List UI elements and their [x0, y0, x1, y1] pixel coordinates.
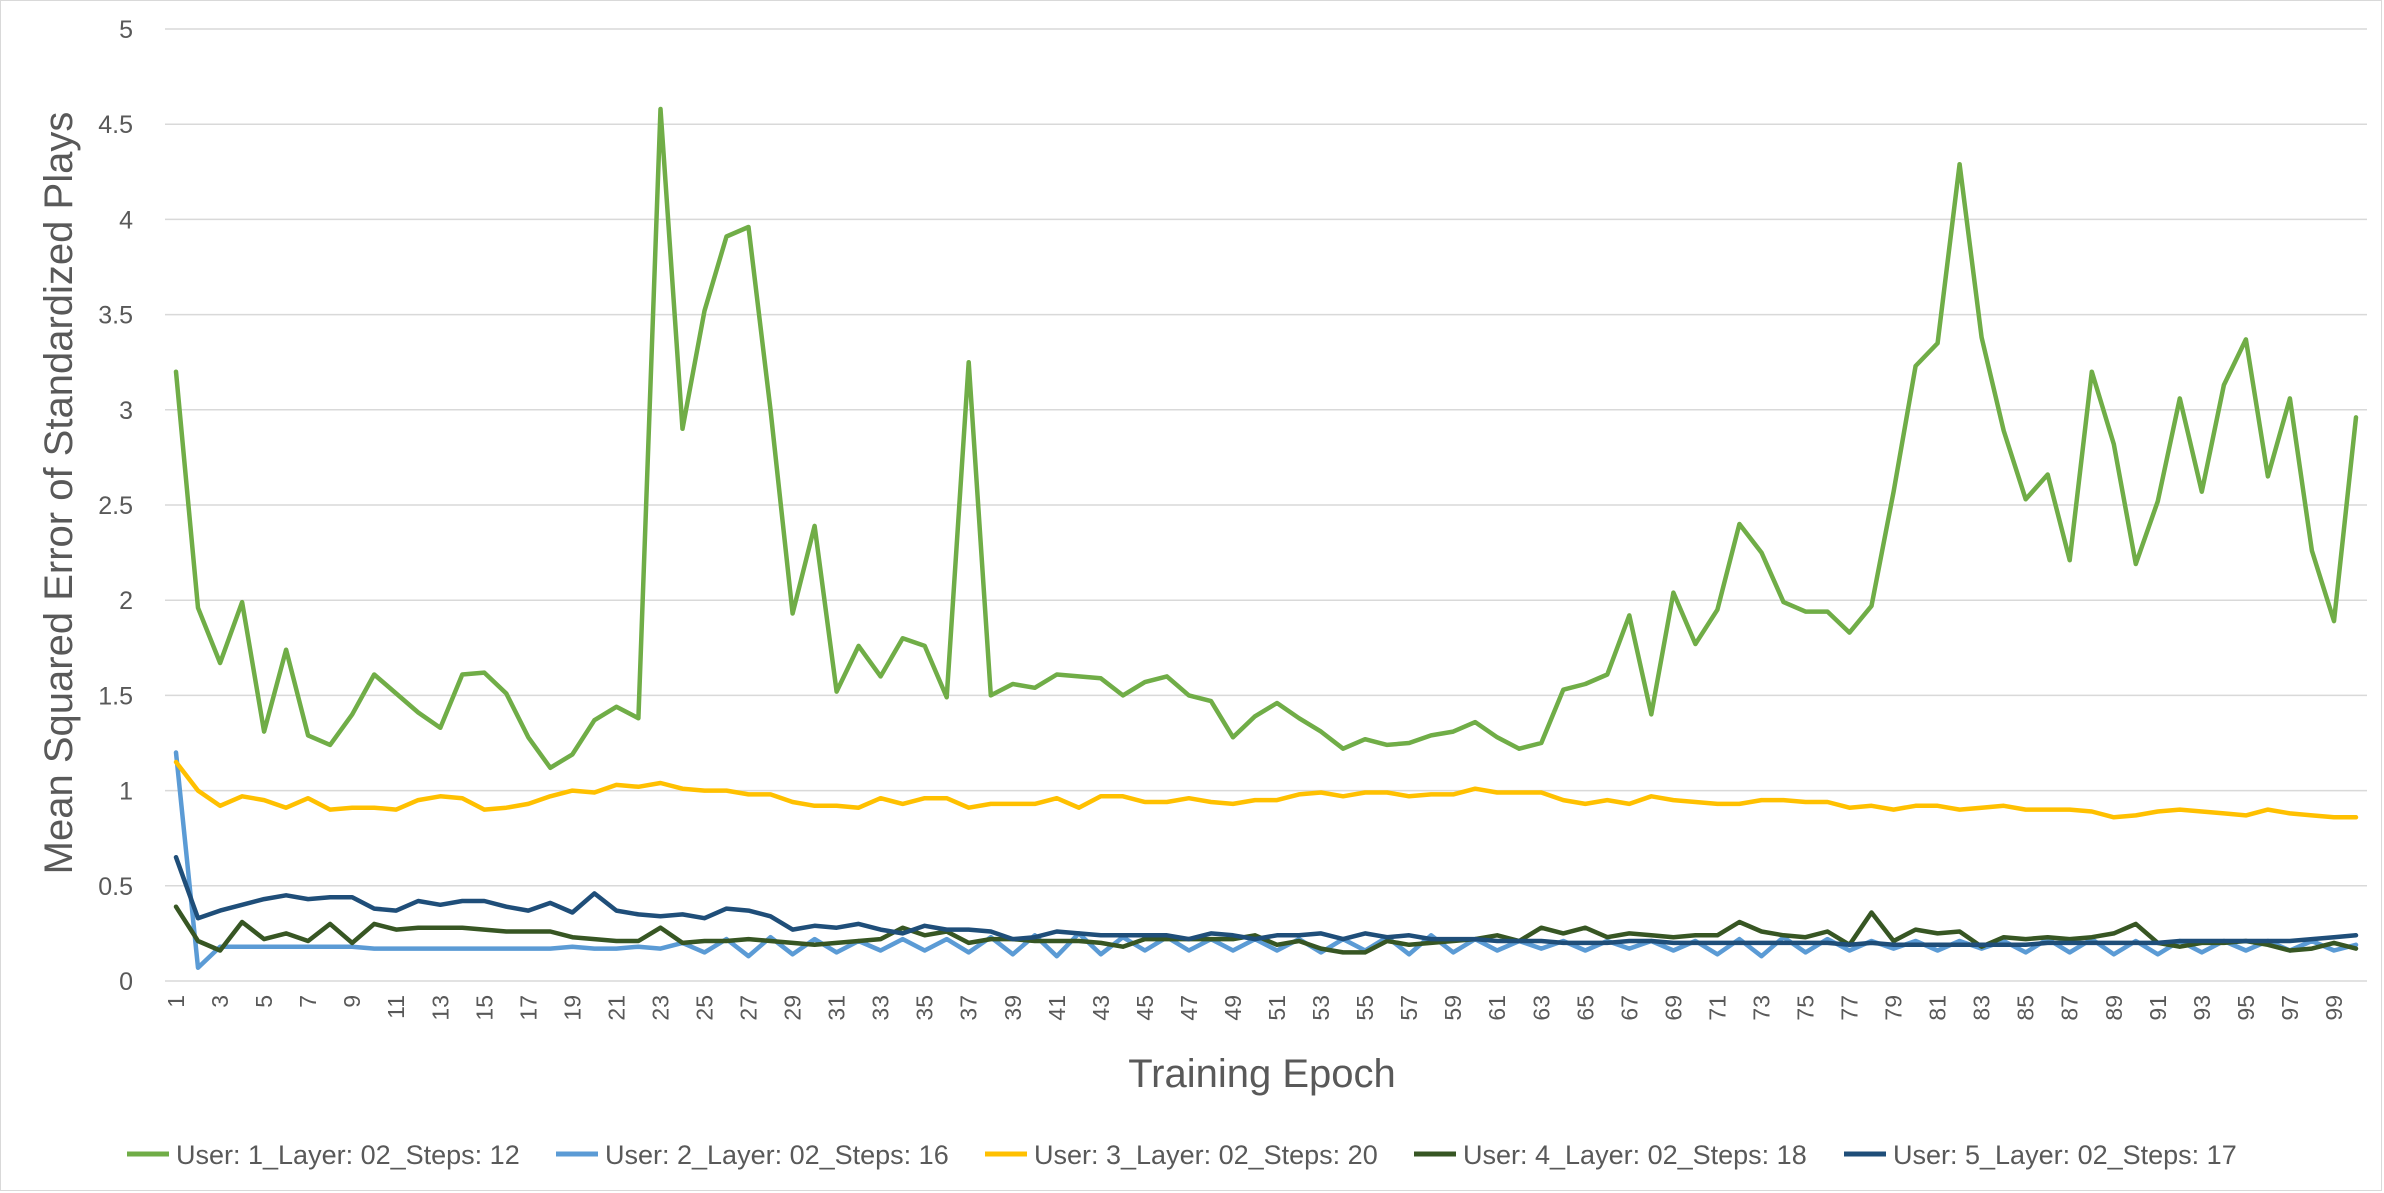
x-tick-label: 91 — [2145, 995, 2171, 1021]
y-tick-label: 2.5 — [98, 492, 133, 520]
x-tick-labels: 1 3 5 7 9 11 13 15 17 19 21 23 25 27 29 31 33 35 37 39 41 43 4… — [163, 995, 2347, 1021]
x-tick-label: 29 — [780, 995, 806, 1021]
x-tick-label: 45 — [1132, 995, 1158, 1021]
y-tick-label: 2 — [119, 587, 133, 615]
y-tick-labels: 0 0.5 1 1.5 2 2.5 3 3.5 4 4.5 5 — [98, 16, 133, 996]
y-tick-label: 3.5 — [98, 302, 133, 330]
x-tick-label: 89 — [2101, 995, 2127, 1021]
legend-entry: User: 4_Layer: 02_Steps: 18 — [1463, 1140, 1807, 1170]
x-tick-label: 39 — [1000, 995, 1026, 1021]
x-tick-label: 73 — [1748, 995, 1774, 1021]
x-tick-label: 75 — [1792, 995, 1818, 1021]
y-tick-label: 0 — [119, 968, 133, 996]
x-tick-label: 17 — [515, 995, 541, 1021]
x-tick-label: 85 — [2013, 995, 2039, 1021]
legend-entry: User: 5_Layer: 02_Steps: 17 — [1893, 1140, 2237, 1170]
x-tick-label: 87 — [2057, 995, 2083, 1021]
x-tick-label: 7 — [295, 995, 321, 1008]
x-tick-label: 97 — [2277, 995, 2303, 1021]
x-tick-label: 19 — [559, 995, 585, 1021]
x-tick-label: 43 — [1088, 995, 1114, 1021]
x-tick-label: 65 — [1572, 995, 1598, 1021]
y-tick-label: 0.5 — [98, 873, 133, 901]
x-tick-label: 15 — [471, 995, 497, 1021]
x-tick-label: 27 — [736, 995, 762, 1021]
series-line-user-5 — [173, 854, 2359, 948]
x-tick-label: 51 — [1264, 995, 1290, 1021]
legend-entry: User: 3_Layer: 02_Steps: 20 — [1034, 1140, 1378, 1170]
x-tick-label: 37 — [956, 995, 982, 1021]
x-tick-label: 1 — [163, 995, 189, 1008]
x-tick-label: 5 — [251, 995, 277, 1008]
x-tick-label: 11 — [383, 995, 409, 1019]
x-tick-label: 59 — [1440, 995, 1466, 1021]
y-tick-label: 3 — [119, 397, 133, 425]
x-tick-label: 23 — [647, 995, 673, 1021]
x-tick-label: 13 — [427, 995, 453, 1021]
x-tick-label: 3 — [207, 995, 233, 1008]
x-tick-label: 35 — [912, 995, 938, 1021]
x-tick-label: 69 — [1660, 995, 1686, 1021]
x-tick-label: 57 — [1396, 995, 1422, 1021]
y-tick-label: 4.5 — [98, 111, 133, 139]
x-axis-title: Training Epoch — [1128, 1052, 1396, 1096]
series-line-user-3 — [173, 759, 2359, 820]
x-tick-label: 41 — [1044, 995, 1070, 1021]
x-tick-label: 49 — [1220, 995, 1246, 1021]
x-tick-label: 71 — [1704, 995, 1730, 1021]
x-tick-label: 95 — [2233, 995, 2259, 1021]
x-tick-label: 61 — [1484, 995, 1510, 1021]
x-tick-label: 93 — [2189, 995, 2215, 1021]
y-tick-label: 4 — [119, 206, 133, 234]
legend-entry: User: 1_Layer: 02_Steps: 12 — [176, 1140, 520, 1170]
x-tick-label: 79 — [1881, 995, 1907, 1021]
y-tick-label: 1.5 — [98, 682, 133, 710]
x-tick-label: 81 — [1925, 995, 1951, 1021]
series-lines — [173, 106, 2359, 970]
y-axis-title: Mean Squared Error of Standardized Plays — [37, 112, 81, 875]
y-tick-label: 5 — [119, 16, 133, 44]
x-tick-label: 77 — [1837, 995, 1863, 1021]
y-tick-label: 1 — [119, 778, 133, 806]
gridlines — [165, 28, 2367, 982]
x-tick-label: 99 — [2321, 995, 2347, 1021]
x-tick-label: 55 — [1352, 995, 1378, 1021]
x-tick-label: 67 — [1616, 995, 1642, 1021]
x-tick-label: 33 — [868, 995, 894, 1021]
x-tick-label: 21 — [603, 995, 629, 1021]
legend-entry: User: 2_Layer: 02_Steps: 16 — [605, 1140, 949, 1170]
legend: User: 1_Layer: 02_Steps: 12 User: 2_Layer… — [127, 1140, 2237, 1170]
series-line-user-1 — [173, 106, 2359, 771]
x-tick-label: 83 — [1969, 995, 1995, 1021]
x-tick-label: 9 — [339, 995, 365, 1008]
x-tick-label: 25 — [691, 995, 717, 1021]
x-tick-label: 63 — [1528, 995, 1554, 1021]
x-tick-label: 31 — [824, 995, 850, 1021]
x-tick-label: 47 — [1176, 995, 1202, 1021]
series-line-user-4 — [173, 904, 2359, 955]
x-tick-label: 53 — [1308, 995, 1334, 1021]
